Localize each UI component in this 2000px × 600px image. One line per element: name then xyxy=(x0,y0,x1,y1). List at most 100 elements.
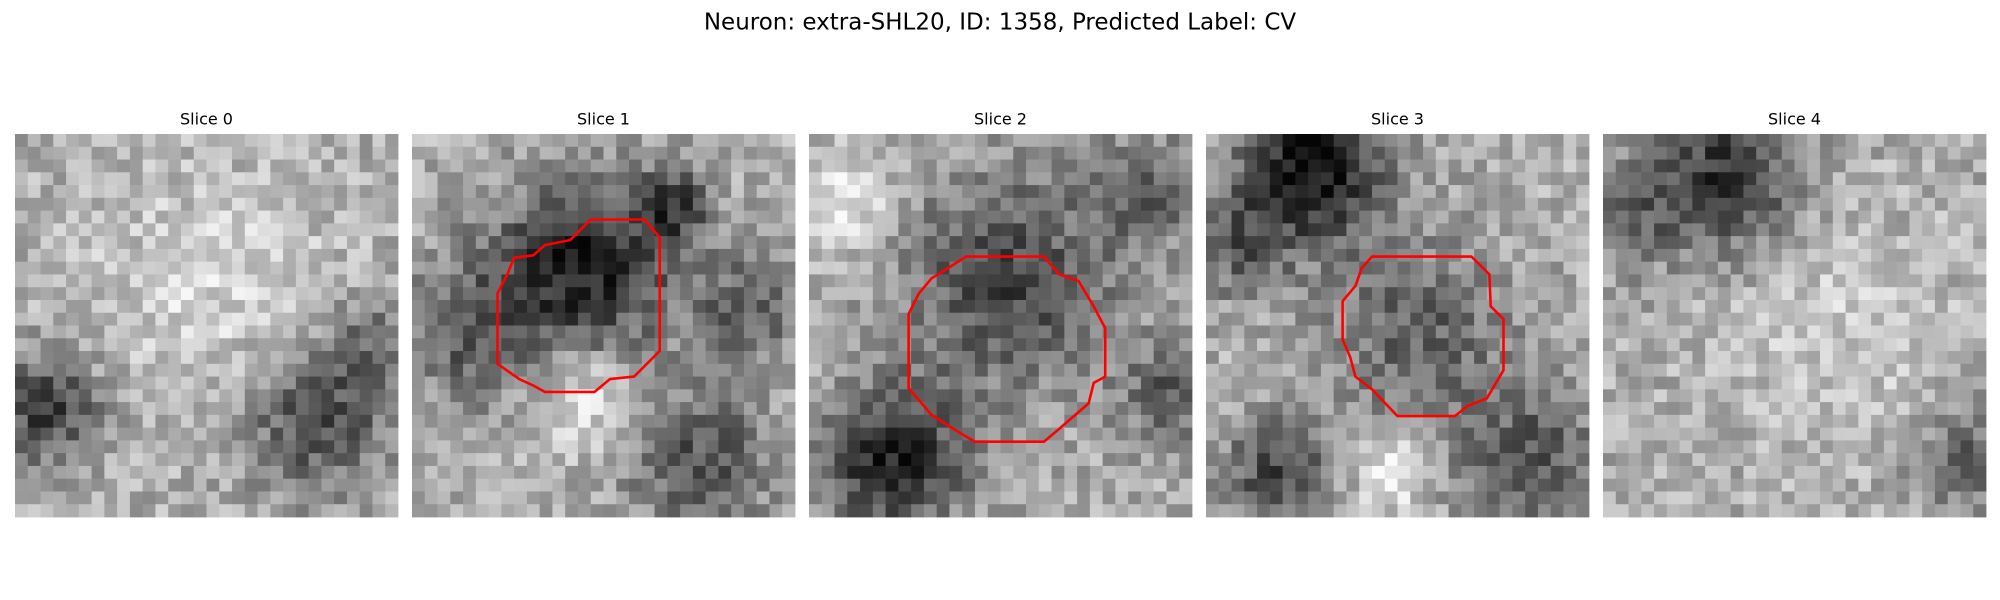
pixel xyxy=(463,465,477,480)
pixel xyxy=(1717,172,1732,186)
pixel xyxy=(936,351,950,365)
pixel xyxy=(782,504,796,518)
pixel xyxy=(117,338,131,352)
pixel xyxy=(539,453,553,467)
pixel xyxy=(1896,146,1910,160)
pixel xyxy=(180,210,195,224)
pixel xyxy=(552,159,566,173)
pixel xyxy=(1308,376,1322,390)
pixel xyxy=(270,236,284,250)
pixel xyxy=(346,402,361,416)
pixel xyxy=(129,491,144,505)
pixel xyxy=(1641,185,1655,199)
pixel xyxy=(680,134,694,148)
pixel xyxy=(1550,351,1564,365)
pixel xyxy=(1333,223,1347,237)
pixel xyxy=(590,197,604,211)
pixel xyxy=(1320,427,1335,441)
pixel xyxy=(372,427,386,441)
pixel xyxy=(1244,185,1258,199)
pixel xyxy=(1756,465,1770,480)
pixel xyxy=(756,478,770,492)
pixel xyxy=(346,299,361,314)
pixel xyxy=(117,504,131,518)
pixel xyxy=(295,465,310,480)
pixel xyxy=(1486,453,1501,467)
pixel xyxy=(1257,453,1271,467)
pixel xyxy=(809,159,823,173)
pixel xyxy=(1244,363,1258,377)
pixel xyxy=(1499,261,1513,275)
pixel xyxy=(616,248,630,263)
pixel xyxy=(155,134,169,148)
pixel xyxy=(911,223,925,237)
pixel xyxy=(1051,146,1065,160)
pixel xyxy=(359,504,373,518)
pixel xyxy=(1499,287,1513,301)
pixel xyxy=(1000,363,1014,377)
pixel xyxy=(667,465,681,480)
pixel xyxy=(616,210,630,224)
pixel xyxy=(66,287,80,301)
pixel xyxy=(1743,363,1757,377)
pixel xyxy=(1384,274,1398,288)
pixel xyxy=(680,197,694,211)
pixel xyxy=(27,287,41,301)
pixel xyxy=(155,287,169,301)
pixel xyxy=(1871,351,1885,365)
pixel xyxy=(1128,325,1142,339)
pixel xyxy=(552,261,566,275)
pixel xyxy=(1960,504,1974,518)
pixel xyxy=(1654,363,1668,377)
pixel xyxy=(1474,274,1488,288)
pixel xyxy=(40,440,54,454)
pixel xyxy=(539,261,553,275)
pixel xyxy=(1603,248,1617,263)
pixel xyxy=(743,185,758,199)
pixel xyxy=(66,389,80,403)
pixel xyxy=(1807,414,1821,429)
pixel xyxy=(450,363,464,377)
pixel xyxy=(565,351,579,365)
pixel xyxy=(1654,351,1668,365)
pixel xyxy=(437,172,451,186)
pixel xyxy=(1218,287,1232,301)
pixel xyxy=(372,478,386,492)
pixel xyxy=(1077,363,1091,377)
pixel xyxy=(898,504,912,518)
pixel xyxy=(1013,491,1027,505)
pixel xyxy=(104,261,118,275)
pixel xyxy=(629,491,643,505)
pixel xyxy=(1820,261,1834,275)
pixel xyxy=(180,376,195,390)
pixel xyxy=(1628,248,1642,263)
pixel xyxy=(283,351,297,365)
pixel xyxy=(782,427,796,441)
pixel xyxy=(1679,210,1693,224)
pixel xyxy=(1679,172,1693,186)
pixel xyxy=(743,236,758,250)
pixel xyxy=(514,159,528,173)
pixel xyxy=(1807,453,1821,467)
pixel xyxy=(412,465,426,480)
pixel xyxy=(577,248,592,263)
pixel xyxy=(1563,274,1577,288)
pixel xyxy=(1717,261,1732,275)
pixel xyxy=(257,376,271,390)
pixel xyxy=(1115,197,1129,211)
pixel xyxy=(1231,299,1245,314)
pixel xyxy=(834,197,848,211)
pixel xyxy=(526,197,541,211)
pixel xyxy=(987,402,1001,416)
pixel xyxy=(1871,210,1885,224)
pixel xyxy=(1768,414,1783,429)
pixel xyxy=(565,248,579,263)
pixel xyxy=(718,325,732,339)
pixel xyxy=(1832,134,1846,148)
pixel xyxy=(129,197,144,211)
pixel xyxy=(1576,491,1590,505)
pixel xyxy=(219,197,233,211)
pixel xyxy=(1845,312,1859,326)
pixel xyxy=(1410,274,1424,288)
pixel xyxy=(475,146,489,160)
